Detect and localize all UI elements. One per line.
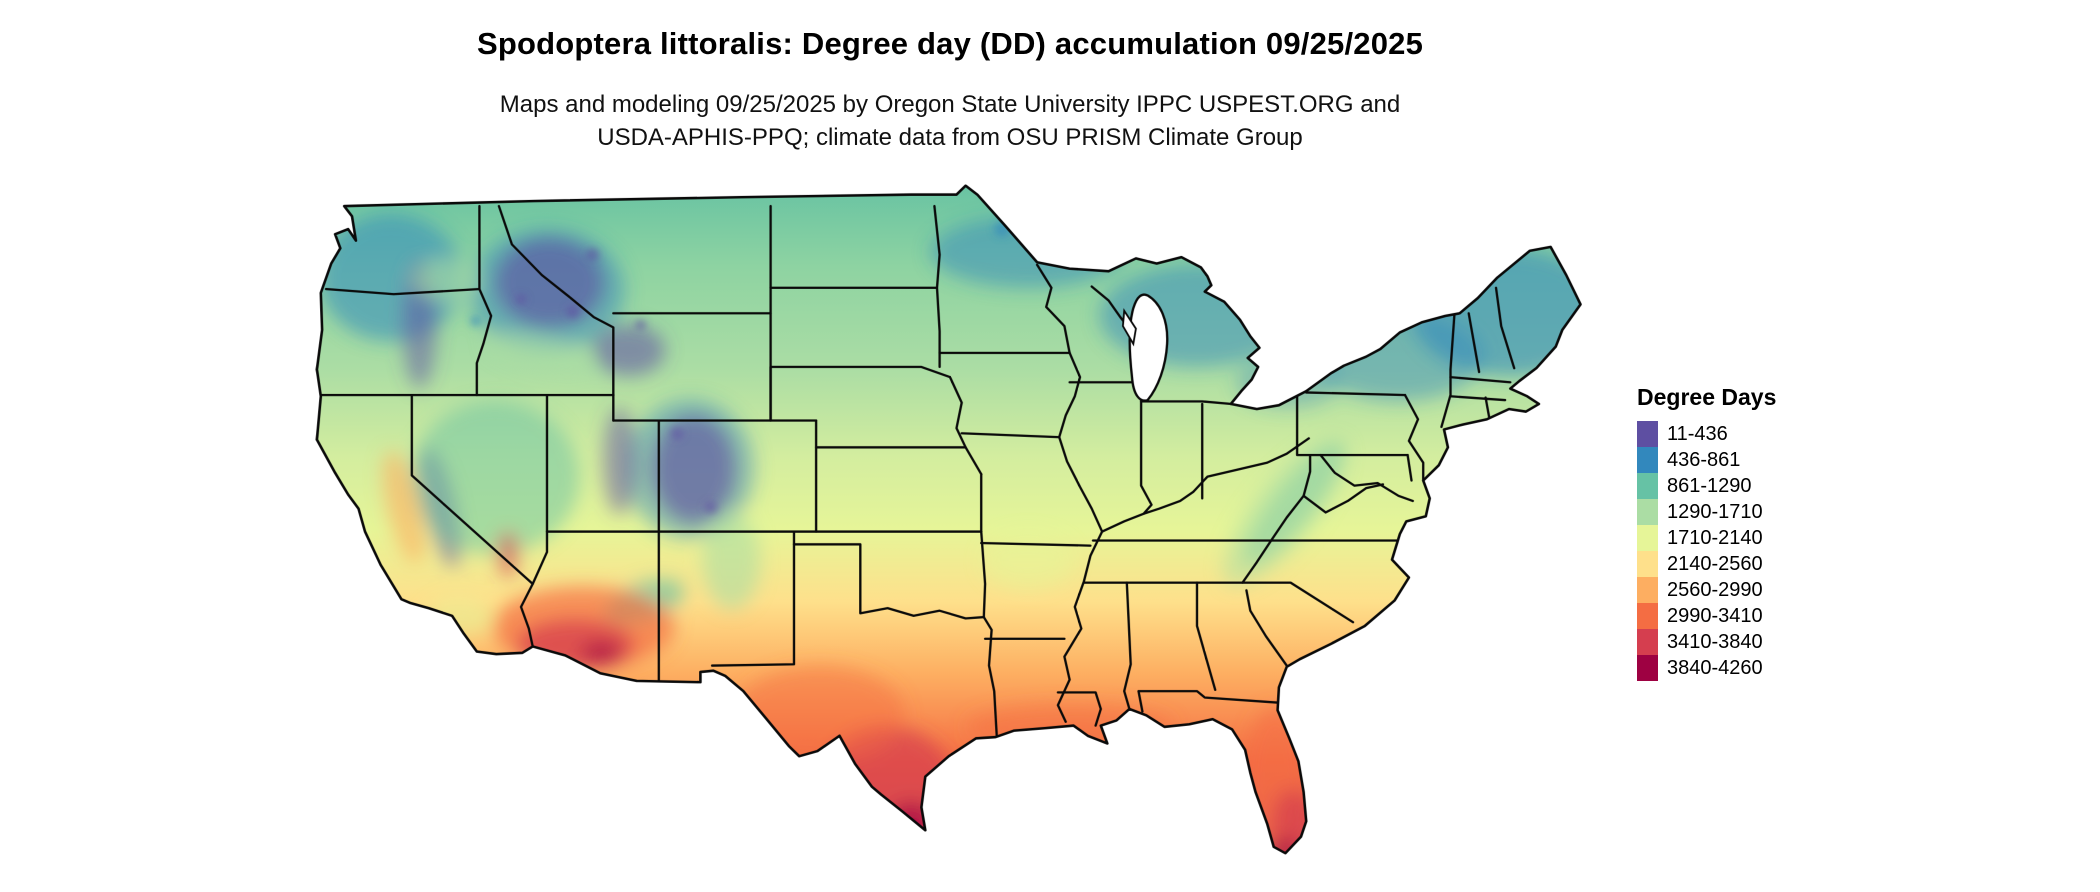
legend-label: 1290-1710 bbox=[1667, 500, 1763, 523]
great-lakes bbox=[1121, 293, 1169, 402]
legend-swatch bbox=[1637, 629, 1658, 655]
legend-label: 861-1290 bbox=[1667, 474, 1752, 497]
legend-swatch bbox=[1637, 525, 1658, 551]
legend-swatch bbox=[1637, 473, 1658, 499]
legend-label: 11-436 bbox=[1667, 422, 1728, 445]
legend-title: Degree Days bbox=[1637, 384, 1777, 410]
legend-swatch bbox=[1637, 577, 1658, 603]
legend-item: 2560-2990 bbox=[1637, 577, 1776, 603]
legend-item: 1290-1710 bbox=[1637, 499, 1776, 525]
legend-swatch bbox=[1637, 499, 1658, 525]
map-fill-layer bbox=[316, 185, 1581, 854]
legend-label: 2140-2560 bbox=[1667, 552, 1763, 575]
legend-label: 2560-2990 bbox=[1667, 578, 1763, 601]
mountain-speckles bbox=[470, 221, 1010, 514]
legend: Degree Days 11-436 436-861 861-1290 1290-17… bbox=[1637, 384, 1776, 681]
legend-swatch bbox=[1637, 655, 1658, 681]
legend-item: 11-436 bbox=[1637, 421, 1776, 447]
legend-item: 3840-4260 bbox=[1637, 655, 1776, 681]
map-title: Spodoptera littoralis: Degree day (DD) a… bbox=[476, 26, 1424, 61]
us-outline bbox=[315, 184, 1582, 855]
legend-swatch bbox=[1637, 551, 1658, 577]
us-degree-day-map bbox=[300, 178, 1600, 880]
legend-item: 2140-2560 bbox=[1637, 551, 1776, 577]
legend-item: 1710-2140 bbox=[1637, 525, 1776, 551]
legend-label: 3840-4260 bbox=[1667, 656, 1763, 679]
legend-swatch bbox=[1637, 447, 1658, 473]
map-subtitle: Maps and modeling 09/25/2025 by Oregon S… bbox=[0, 88, 1900, 154]
legend-item: 436-861 bbox=[1637, 447, 1776, 473]
us-map-svg bbox=[315, 184, 1582, 855]
state-borders bbox=[316, 204, 1516, 739]
legend-label: 1710-2140 bbox=[1667, 526, 1763, 549]
map-subtitle-line1: Maps and modeling 09/25/2025 by Oregon S… bbox=[499, 91, 1401, 118]
legend-item: 2990-3410 bbox=[1637, 603, 1776, 629]
legend-label: 436-861 bbox=[1667, 448, 1741, 471]
legend-swatch bbox=[1637, 603, 1658, 629]
legend-items: 11-436 436-861 861-1290 1290-1710 1710-2140 2… bbox=[1637, 421, 1776, 681]
map-header: Spodoptera littoralis: Degree day (DD) a… bbox=[0, 26, 1900, 154]
legend-label: 3410-3840 bbox=[1667, 630, 1763, 653]
legend-item: 3410-3840 bbox=[1637, 629, 1776, 655]
legend-label: 2990-3410 bbox=[1667, 604, 1763, 627]
map-subtitle-line2: USDA-APHIS-PPQ; climate data from OSU PR… bbox=[597, 124, 1303, 151]
legend-swatch bbox=[1637, 421, 1658, 447]
legend-item: 861-1290 bbox=[1637, 473, 1776, 499]
